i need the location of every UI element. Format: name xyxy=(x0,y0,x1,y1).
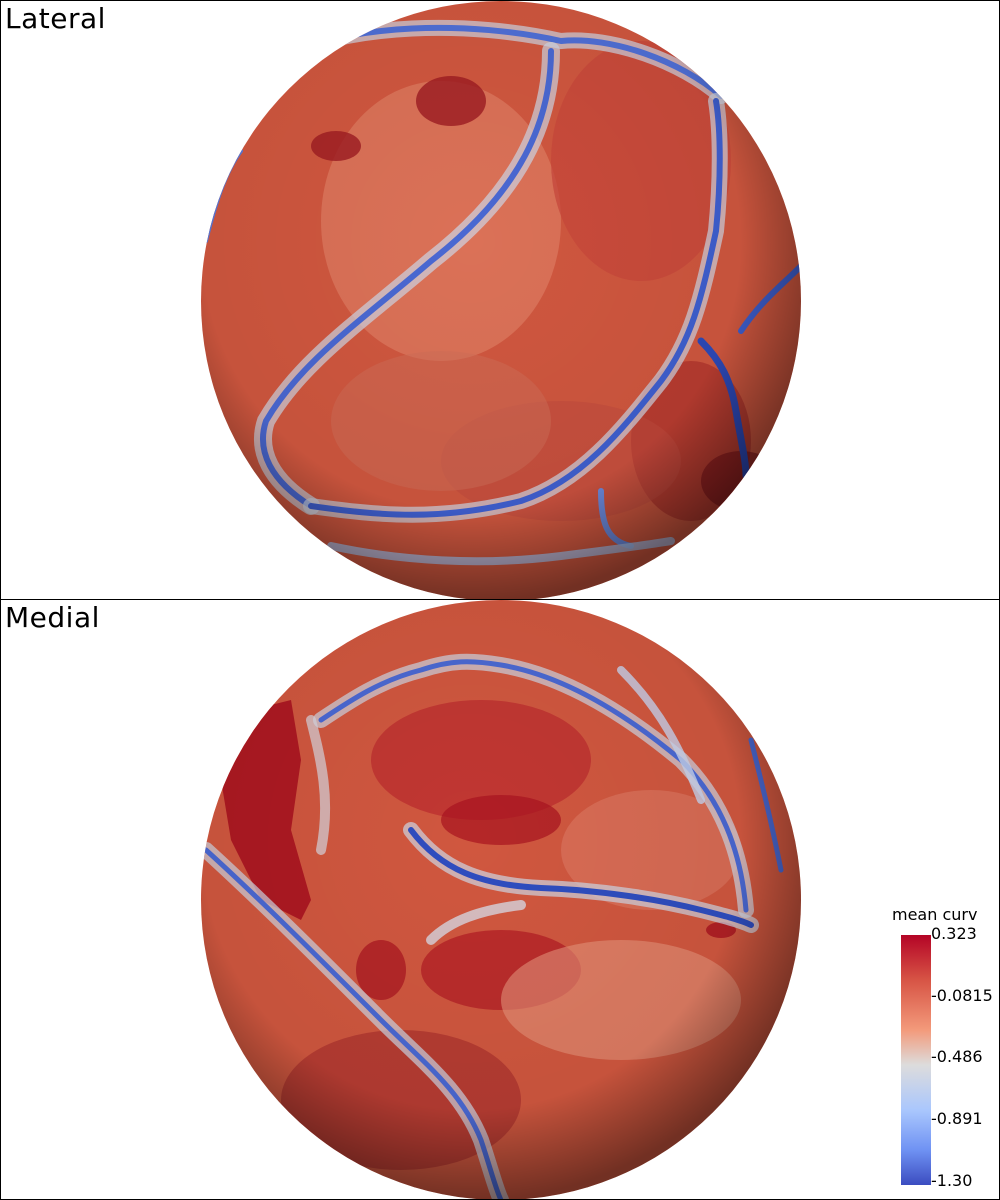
colorbar-tick-min: -1.30 xyxy=(931,1171,973,1190)
colorbar-tick-4: -0.891 xyxy=(931,1109,983,1128)
colorbar-legend: mean curv 0.323 -0.0815 -0.486 -0.891 -1… xyxy=(880,905,995,1190)
medial-sphere[interactable] xyxy=(1,600,999,1199)
colorbar-title: mean curv xyxy=(892,905,978,924)
medial-view-panel: Medial xyxy=(0,599,1000,1200)
view-title-lateral: Lateral xyxy=(5,2,106,35)
colorbar-tick-3: -0.486 xyxy=(931,1047,983,1066)
lateral-view-panel: Lateral xyxy=(0,0,1000,600)
lateral-sphere[interactable] xyxy=(1,1,999,599)
colorbar-tick-2: -0.0815 xyxy=(931,986,993,1005)
colorbar-gradient xyxy=(901,935,931,1185)
colorbar-tick-max: 0.323 xyxy=(931,924,977,943)
view-title-medial: Medial xyxy=(5,601,100,634)
